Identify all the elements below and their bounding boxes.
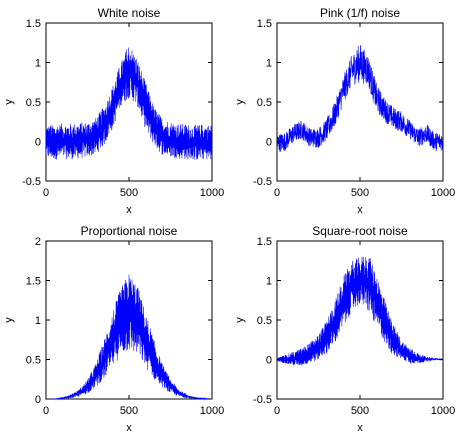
white-noise-axes (45, 22, 213, 182)
sqrt-noise-title: Square-root noise (312, 224, 408, 238)
pink-noise-xlabel: x (357, 204, 363, 216)
proportional-noise-title: Proportional noise (81, 224, 178, 238)
sqrt-noise-panel: Square-root noise 0 500 1000-0.500.511.5 x… (234, 224, 455, 434)
white-noise-series-line (46, 47, 212, 160)
proportional-noise-series-line (46, 274, 212, 399)
pink-noise-panel: Pink (1/f) noise 0 500 1000-0.500.511.5 x … (234, 6, 455, 216)
pink-noise-series-line (277, 45, 443, 152)
white-noise-marks (46, 47, 212, 160)
proportional-noise-xtick-label: 0 (43, 405, 49, 417)
sqrt-noise-ytick-label: -0.5 (253, 394, 272, 406)
pink-noise-ylabel: y (234, 99, 246, 105)
white-noise-xtick-label: 500 (120, 187, 138, 199)
pink-noise-xtick-label: 500 (351, 187, 369, 199)
white-noise-xlabel: x (126, 204, 132, 216)
white-noise-ytick-label: 1 (35, 58, 41, 70)
sqrt-noise-ytick-label: 0 (266, 355, 272, 367)
pink-noise-title: Pink (1/f) noise (320, 6, 400, 20)
sqrt-noise-axes (276, 240, 444, 400)
proportional-noise-ticks: 0 500 1000 0 0.5 1 1.5 2 (26, 236, 225, 417)
sqrt-noise-series-line (277, 256, 443, 366)
pink-noise-ytick-label: 1.5 (257, 18, 272, 30)
pink-noise-ytick-label: 0.5 (257, 97, 272, 109)
proportional-noise-ylabel: y (3, 317, 15, 323)
pink-noise-xtick-label: 1000 (431, 187, 455, 199)
sqrt-noise-ylabel: y (234, 317, 246, 323)
white-noise-panel: White noise 0 500 1000-0.500.511.5 x y (3, 6, 224, 216)
proportional-noise-panel: Proportional noise 0 500 1000 0 0.5 1 1.5 2 x y (3, 224, 224, 434)
sqrt-noise-ytick-label: 1.5 (257, 236, 272, 248)
proportional-noise-marks (46, 274, 212, 399)
sqrt-noise-marks (277, 256, 443, 366)
sqrt-noise-xtick-label: 0 (274, 405, 280, 417)
proportional-noise-xlabel: x (126, 422, 132, 434)
white-noise-ylabel: y (3, 99, 15, 105)
sqrt-noise-ytick-label: 1 (266, 276, 272, 288)
pink-noise-axes (276, 22, 444, 182)
white-noise-ticks: 0 500 1000-0.500.511.5 (22, 18, 224, 199)
pink-noise-marks (277, 45, 443, 152)
white-noise-ytick-label: 0 (35, 137, 41, 149)
white-noise-xtick-label: 0 (43, 187, 49, 199)
white-noise-ytick-label: 1.5 (26, 18, 41, 30)
pink-noise-xtick-label: 0 (274, 187, 280, 199)
white-noise-title: White noise (98, 6, 161, 20)
white-noise-xtick-label: 1000 (200, 187, 224, 199)
sqrt-noise-xtick-label: 500 (351, 405, 369, 417)
pink-noise-ytick-label: 1 (266, 58, 272, 70)
pink-noise-ticks: 0 500 1000-0.500.511.5 (253, 18, 455, 199)
proportional-noise-ytick-label: 1 (35, 315, 41, 327)
proportional-noise-ytick-label: 1.5 (26, 276, 41, 288)
proportional-noise-xtick-label: 1000 (200, 405, 224, 417)
pink-noise-ytick-label: -0.5 (253, 176, 272, 188)
proportional-noise-xtick-label: 500 (120, 405, 138, 417)
proportional-noise-ytick-label: 0.5 (26, 355, 41, 367)
pink-noise-ytick-label: 0 (266, 137, 272, 149)
white-noise-ytick-label: 0.5 (26, 97, 41, 109)
sqrt-noise-xlabel: x (357, 422, 363, 434)
sqrt-noise-xtick-label: 1000 (431, 405, 455, 417)
sqrt-noise-ticks: 0 500 1000-0.500.511.5 (253, 236, 455, 417)
proportional-noise-ytick-label: 2 (35, 236, 41, 248)
proportional-noise-ytick-label: 0 (35, 394, 41, 406)
sqrt-noise-ytick-label: 0.5 (257, 315, 272, 327)
white-noise-ytick-label: -0.5 (22, 176, 41, 188)
